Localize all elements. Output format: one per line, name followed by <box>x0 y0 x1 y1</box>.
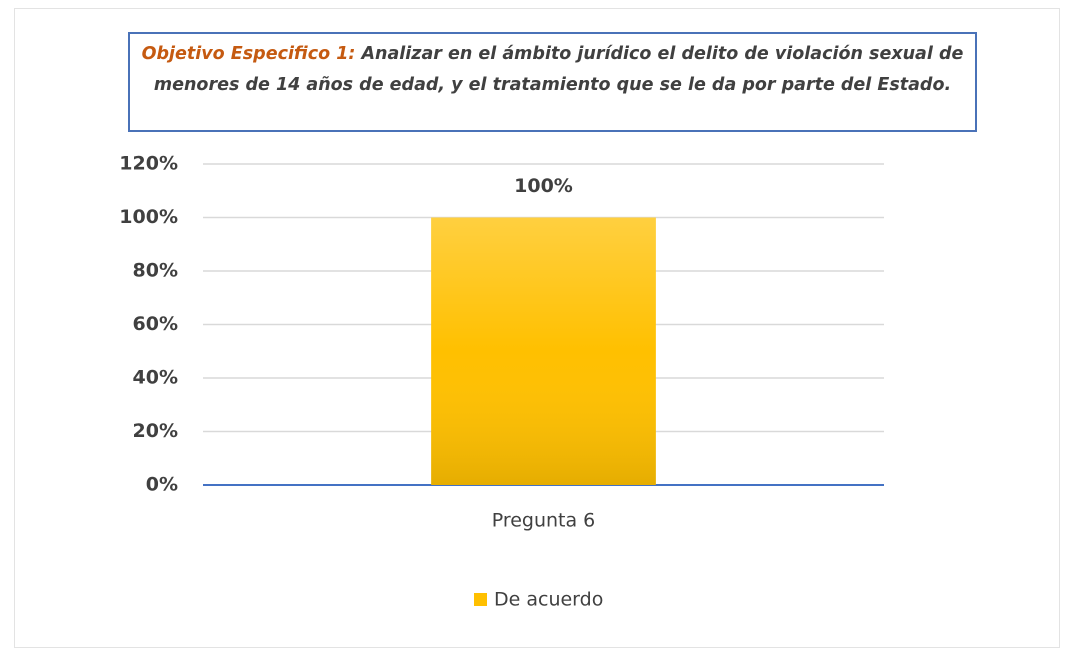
chart-title: Objetivo Especifico 1: Analizar en el ám… <box>128 32 977 132</box>
bar-shade <box>431 217 656 485</box>
legend-swatch <box>474 593 487 606</box>
y-tick-label: 0% <box>146 474 178 496</box>
data-label: 100% <box>514 175 573 197</box>
title-text: Analizar en el ámbito jurídico el delito… <box>153 44 964 95</box>
y-tick-label: 100% <box>119 206 178 228</box>
y-tick-label: 80% <box>133 260 178 282</box>
y-tick-label: 40% <box>133 367 178 389</box>
x-tick-label: Pregunta 6 <box>492 510 596 532</box>
y-tick-label: 60% <box>133 313 178 335</box>
y-tick-label: 120% <box>119 153 178 175</box>
y-tick-label: 20% <box>133 420 178 442</box>
legend-label: De acuerdo <box>494 589 603 611</box>
title-lead: Objetivo Especifico 1: <box>141 44 356 64</box>
